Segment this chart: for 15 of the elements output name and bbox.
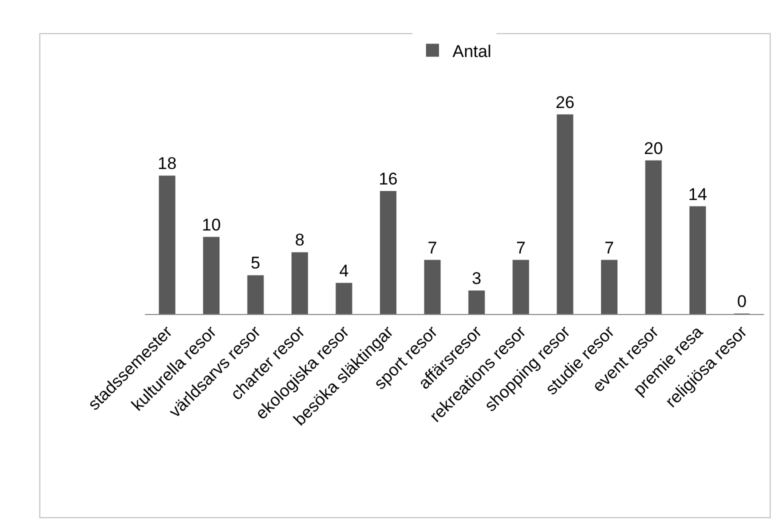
data-label: 7: [604, 238, 614, 258]
data-label: 4: [339, 261, 349, 280]
data-label: 7: [516, 238, 526, 258]
data-label: 8: [295, 230, 304, 250]
data-label: 26: [556, 92, 574, 112]
data-label: 0: [737, 292, 747, 311]
data-label: 10: [202, 215, 221, 234]
data-label: 16: [378, 169, 398, 188]
data-label: 14: [688, 184, 708, 204]
data-label: 3: [472, 269, 482, 288]
legend-label: Antal: [452, 42, 492, 61]
data-label: 18: [158, 154, 177, 174]
data-label: 20: [644, 138, 663, 158]
data-label: 5: [250, 254, 260, 273]
data-label: 7: [428, 238, 438, 258]
